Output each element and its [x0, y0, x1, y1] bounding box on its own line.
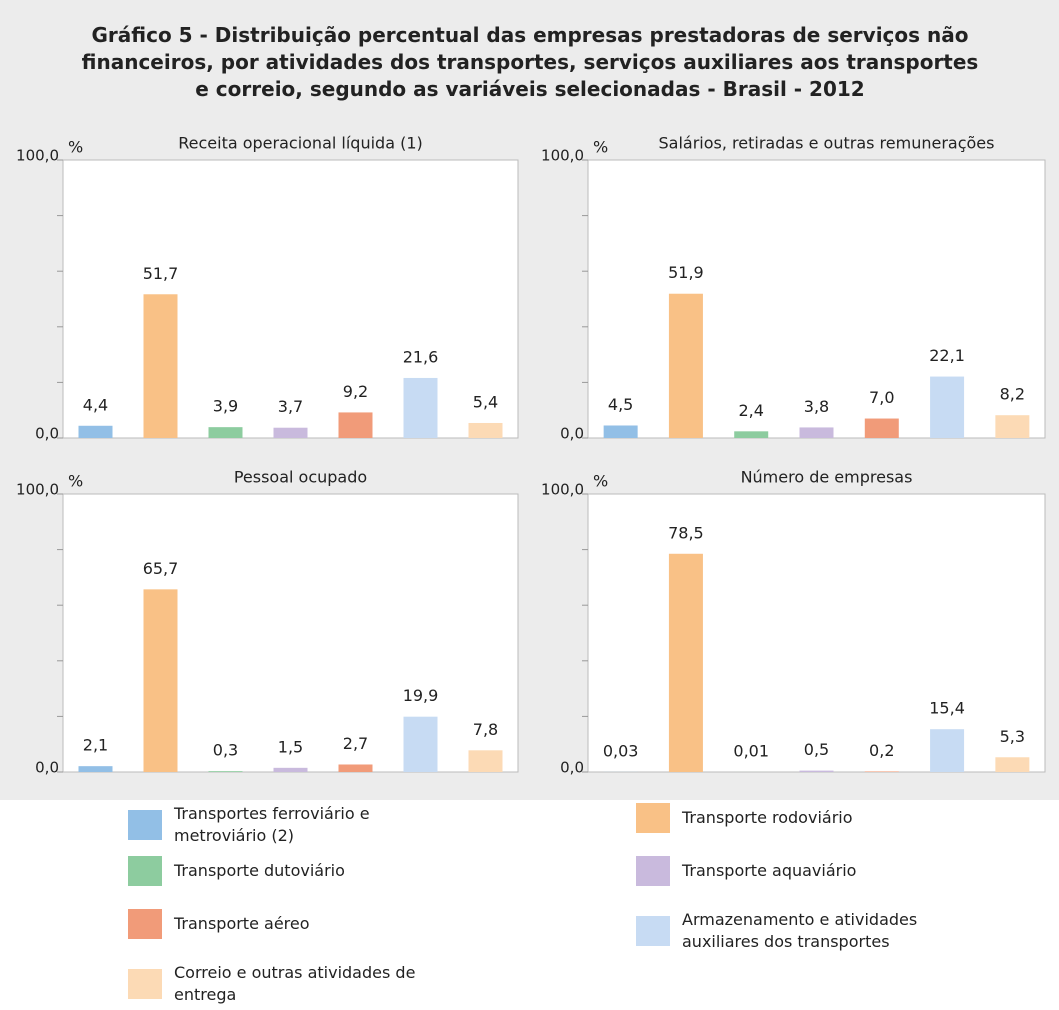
bar — [668, 553, 703, 772]
value-label: 3,7 — [278, 397, 303, 416]
legend-label: Correio e outras atividades de entrega — [174, 963, 416, 1004]
value-label: 15,4 — [929, 699, 965, 718]
subplot-title: Pessoal ocupado — [234, 468, 367, 487]
value-label: 2,7 — [343, 734, 368, 753]
bar — [208, 771, 243, 772]
y-tick-label: 0,0 — [560, 759, 584, 777]
subplot-title: Salários, retiradas e outras remuneraçõe… — [659, 134, 995, 153]
bar — [403, 377, 438, 438]
value-label: 4,4 — [83, 395, 108, 414]
bar — [799, 770, 834, 772]
legend-swatch — [128, 969, 162, 999]
legend-label: Transporte aquaviário — [682, 861, 857, 880]
bar — [338, 412, 373, 438]
bar — [338, 764, 373, 772]
subplot-title: Número de empresas — [741, 468, 913, 487]
value-label: 2,4 — [738, 401, 763, 420]
legend-item: Transportes ferroviário e metroviário (2… — [128, 803, 464, 847]
legend-label: Transporte rodoviário — [682, 808, 853, 827]
legend-swatch — [128, 909, 162, 939]
value-label: 0,3 — [213, 741, 238, 760]
value-label: 8,2 — [1000, 385, 1025, 404]
bar — [208, 427, 243, 438]
value-label: 0,2 — [869, 741, 894, 760]
bar — [995, 415, 1030, 438]
value-label: 0,03 — [603, 741, 639, 760]
y-axis-label: % — [68, 472, 83, 491]
legend-item: Correio e outras atividades de entrega — [128, 962, 464, 1006]
bar — [403, 716, 438, 772]
value-label: 9,2 — [343, 382, 368, 401]
bar — [273, 427, 308, 438]
value-label: 1,5 — [278, 737, 303, 756]
legend-item: Transporte rodoviário — [636, 803, 972, 833]
legend-swatch — [636, 803, 670, 833]
bar — [468, 750, 503, 772]
value-label: 4,5 — [608, 395, 633, 414]
value-label: 0,01 — [733, 741, 769, 760]
value-label: 78,5 — [668, 523, 704, 542]
legend-item: Transporte aquaviário — [636, 856, 972, 886]
value-label: 7,0 — [869, 388, 894, 407]
legend-item: Armazenamento e atividades auxiliares do… — [636, 909, 972, 953]
legend: Transportes ferroviário e metroviário (2… — [0, 790, 1059, 1010]
bar — [930, 376, 965, 438]
value-label: 0,5 — [804, 740, 829, 759]
plot-area — [62, 493, 519, 773]
bar — [930, 729, 965, 772]
charts: Receita operacional líquida (1)% 0,0 100,0… — [16, 134, 1046, 777]
y-tick-label: 100,0 — [16, 147, 59, 165]
y-tick-label: 0,0 — [560, 425, 584, 443]
value-label: 7,8 — [473, 720, 498, 739]
y-tick-label: 100,0 — [541, 147, 584, 165]
legend-label: Transportes ferroviário e metroviário (2… — [174, 804, 370, 845]
chart-title: Gráfico 5 - Distribuição percentual das … — [81, 23, 979, 101]
value-label: 3,8 — [804, 397, 829, 416]
value-label: 65,7 — [143, 559, 179, 578]
legend-label: Armazenamento e atividades auxiliares do… — [682, 910, 918, 951]
value-label: 22,1 — [929, 346, 965, 365]
bar — [995, 757, 1030, 772]
value-label: 51,7 — [143, 264, 179, 283]
value-label: 21,6 — [403, 347, 439, 366]
plot-area — [587, 159, 1046, 439]
bar — [78, 425, 113, 438]
y-tick-label: 100,0 — [541, 481, 584, 499]
value-label: 3,9 — [213, 397, 238, 416]
bar — [468, 422, 503, 438]
bar — [273, 767, 308, 772]
value-label: 51,9 — [668, 263, 704, 282]
value-label: 19,9 — [403, 686, 439, 705]
legend-item: Transporte aéreo — [128, 909, 464, 939]
y-tick-label: 0,0 — [35, 425, 59, 443]
y-axis-label: % — [593, 138, 608, 157]
y-tick-label: 0,0 — [35, 759, 59, 777]
bar — [78, 766, 113, 772]
legend-swatch — [128, 810, 162, 840]
bar — [864, 771, 899, 772]
bar — [143, 294, 178, 438]
legend-label: Transporte aéreo — [174, 914, 310, 933]
legend-item: Transporte dutoviário — [128, 856, 464, 886]
y-axis-label: % — [593, 472, 608, 491]
bar — [734, 431, 769, 438]
legend-swatch — [636, 916, 670, 946]
bar — [668, 293, 703, 438]
subplot-title: Receita operacional líquida (1) — [178, 134, 423, 153]
bar — [603, 425, 638, 438]
legend-swatch — [128, 856, 162, 886]
legend-swatch — [636, 856, 670, 886]
bar — [864, 418, 899, 438]
y-tick-label: 100,0 — [16, 481, 59, 499]
value-label: 2,1 — [83, 736, 108, 755]
value-label: 5,3 — [1000, 727, 1025, 746]
value-label: 5,4 — [473, 392, 498, 411]
plot-area — [587, 493, 1046, 773]
y-axis-label: % — [68, 138, 83, 157]
legend-label: Transporte dutoviário — [174, 861, 345, 880]
plot-area — [62, 159, 519, 439]
bar — [143, 589, 178, 772]
bar — [799, 427, 834, 438]
